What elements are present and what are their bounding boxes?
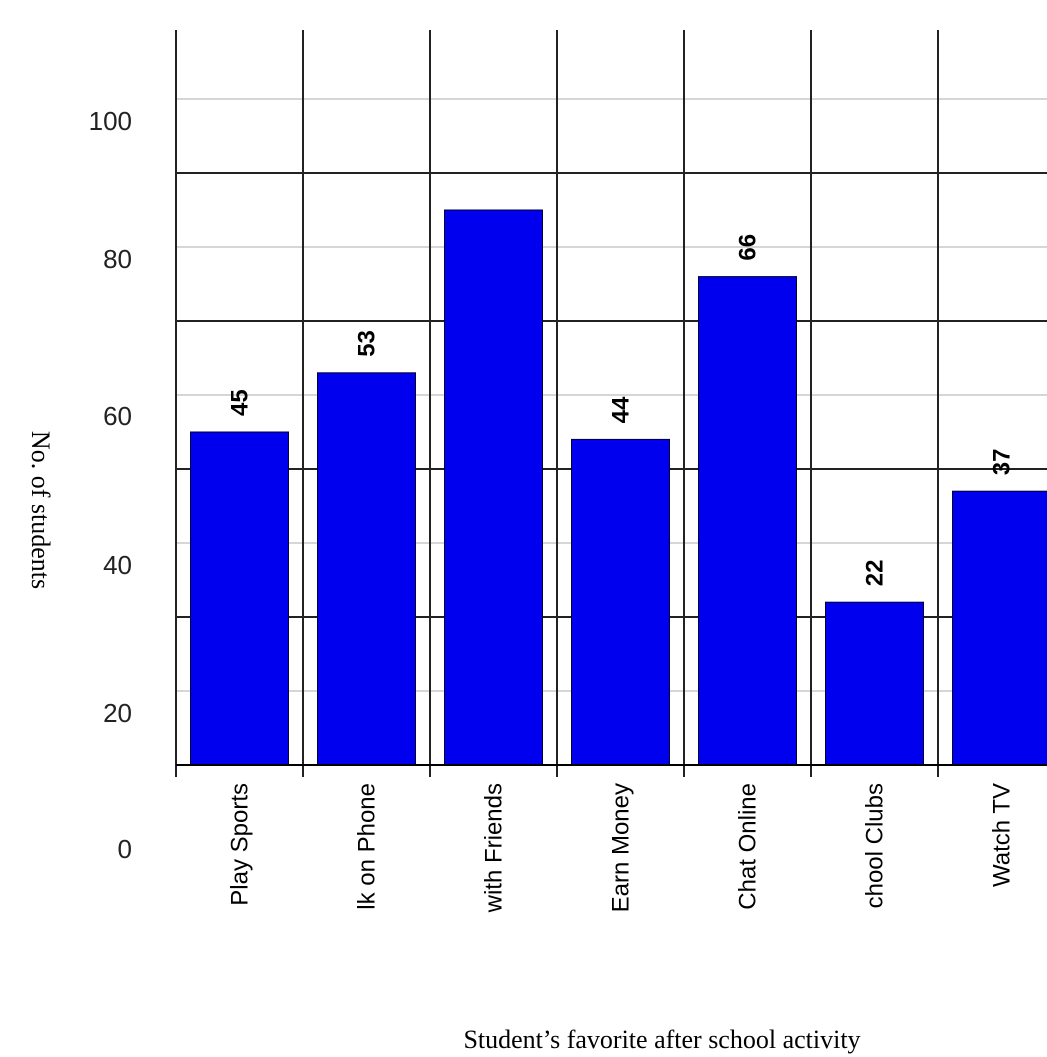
data-labels: 45 53 44 66 22 37	[227, 234, 1016, 586]
data-label: 44	[608, 396, 635, 423]
x-tick-label: chool Clubs	[862, 783, 889, 908]
bars	[190, 209, 1047, 766]
y-axis-title: No. of students	[26, 431, 55, 589]
y-tick-label: 100	[89, 106, 132, 136]
bar	[952, 490, 1047, 766]
y-tick-label: 0	[118, 834, 132, 864]
vertical-gridlines	[175, 30, 939, 777]
data-label: 22	[862, 559, 889, 586]
y-tick-label: 20	[103, 698, 132, 728]
bar	[317, 372, 416, 766]
data-label: 37	[989, 448, 1016, 475]
x-tick-label: Earn Money	[608, 783, 635, 912]
x-tick-label: with Friends	[481, 783, 508, 913]
y-tick-labels: 0 20 40 60 80 100	[89, 106, 132, 864]
x-tick-labels: Play Sports lk on Phone with Friends Earn M…	[227, 783, 1016, 913]
data-label: 66	[735, 234, 762, 261]
x-tick-label: Play Sports	[227, 783, 254, 906]
x-tick-label: lk on Phone	[354, 783, 381, 910]
y-tick-label: 60	[103, 401, 132, 431]
y-tick-label: 80	[103, 244, 132, 274]
bar	[825, 601, 924, 766]
bar	[698, 276, 797, 766]
data-label: 45	[227, 389, 254, 416]
x-tick-label: Watch TV	[989, 783, 1016, 887]
x-axis-title: Student’s favorite after school activity	[463, 1025, 860, 1054]
y-tick-label: 40	[103, 550, 132, 580]
bar	[190, 431, 289, 766]
data-label: 53	[354, 330, 381, 357]
bar	[444, 209, 543, 766]
bar	[571, 438, 670, 766]
x-tick-label: Chat Online	[735, 783, 762, 910]
